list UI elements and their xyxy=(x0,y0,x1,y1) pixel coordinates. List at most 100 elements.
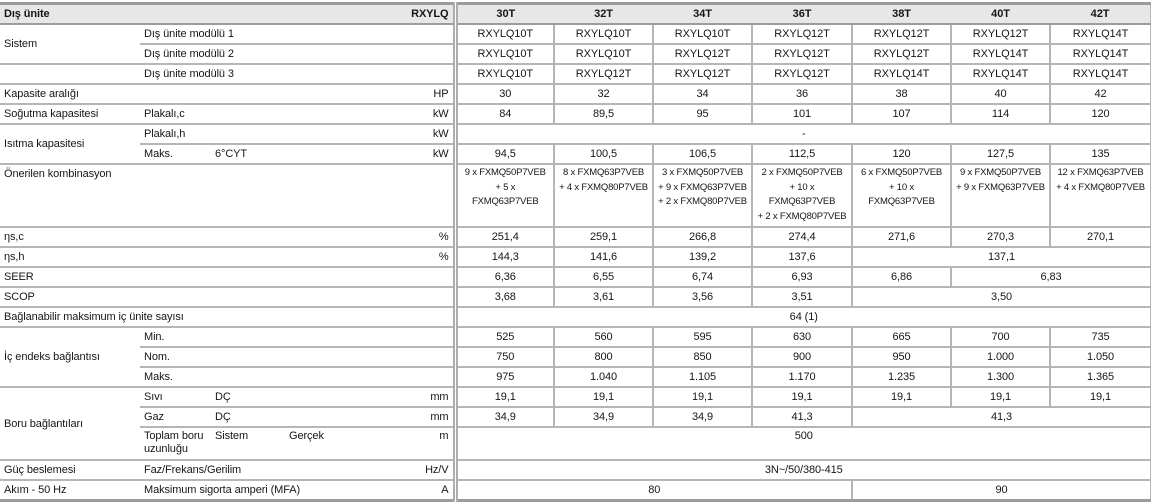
combination-cell: 6 x FXMQ50P7VEB + 10 x FXMQ63P7VEB xyxy=(851,163,951,227)
sub-label-nom: Nom. xyxy=(140,346,455,367)
data-cell: 1.170 xyxy=(751,366,852,387)
data-cell: 1.050 xyxy=(1049,346,1151,367)
row-label-boru: Boru bağlantıları xyxy=(0,386,140,460)
data-cell: 34 xyxy=(652,83,752,104)
data-cell: 1.000 xyxy=(950,346,1050,367)
row-max-indoor-units: Bağlanabilir maksimum iç ünite sayısı 64… xyxy=(0,306,1151,327)
data-cell: 850 xyxy=(652,346,752,367)
row-heating-capacity: Isıtma kapasitesi Plakalı,h kW - xyxy=(0,123,1151,164)
data-cell: RXYLQ12T xyxy=(950,23,1050,44)
data-cell: 42 xyxy=(1049,83,1151,104)
data-cell: 107 xyxy=(851,103,951,124)
unit-label: Hz/V xyxy=(370,459,455,480)
data-cell: 560 xyxy=(553,326,653,347)
data-cell: 36 xyxy=(751,83,852,104)
combination-cell: 3 x FXMQ50P7VEB + 9 x FXMQ63P7VEB + 2 x … xyxy=(652,163,752,227)
data-cell: RXYLQ10T xyxy=(652,23,752,44)
row-label-empty xyxy=(0,63,140,84)
row-system-module1: Sistem Dış ünite modülü 1 RXYLQ10T RXYLQ… xyxy=(0,23,1151,64)
data-cell: 19,1 xyxy=(553,386,653,407)
data-cell: 144,3 xyxy=(452,246,554,267)
data-cell: RXYLQ12T xyxy=(751,63,852,84)
data-cell: RXYLQ14T xyxy=(851,63,951,84)
data-cell: RXYLQ14T xyxy=(950,43,1050,64)
data-cell: 274,4 xyxy=(751,226,852,247)
model-series-label: RXYLQ xyxy=(370,3,455,25)
data-cell: 41,3 xyxy=(751,406,852,427)
data-cell: 30 xyxy=(452,83,554,104)
data-cell: 6,36 xyxy=(452,266,554,287)
data-cell: RXYLQ10T xyxy=(553,43,653,64)
sub-label-mfa: Maksimum sigorta amperi (MFA) xyxy=(140,479,370,501)
data-cell: 259,1 xyxy=(553,226,653,247)
row-label-eta-s-h: ηs,h xyxy=(0,246,370,267)
sub-label-faz: Faz/Frekans/Gerilim xyxy=(140,459,370,480)
data-cell: RXYLQ14T xyxy=(1049,43,1151,64)
data-cell: 19,1 xyxy=(950,386,1050,407)
data-cell: 3,56 xyxy=(652,286,752,307)
data-cell: RXYLQ14T xyxy=(1049,23,1151,44)
unit-label: % xyxy=(370,246,455,267)
row-label-sogutma: Soğutma kapasitesi xyxy=(0,103,140,124)
row-label-seer: SEER xyxy=(0,266,455,287)
data-cell: 127,5 xyxy=(950,143,1050,164)
table-header-row: Dış ünite RXYLQ 30T 32T 34T 36T 38T 40T … xyxy=(0,3,1151,25)
data-cell: 19,1 xyxy=(452,386,554,407)
data-cell: 950 xyxy=(851,346,951,367)
unit-label: mm xyxy=(370,386,455,407)
data-cell: RXYLQ14T xyxy=(950,63,1050,84)
row-label-baglanabilir: Bağlanabilir maksimum iç ünite sayısı xyxy=(0,306,455,327)
data-cell: 3N~/50/380-415 xyxy=(452,459,1151,480)
data-cell: 19,1 xyxy=(751,386,852,407)
sub-label-plakali-h: Plakalı,h xyxy=(140,123,370,144)
data-cell: 64 (1) xyxy=(452,306,1151,327)
row-system-module2: Dış ünite modülü 2 RXYLQ10T RXYLQ10T RXY… xyxy=(0,43,1151,64)
sub-label-toplam-boru: Toplam boru uzunluğu xyxy=(140,426,211,460)
data-cell: RXYLQ12T xyxy=(652,63,752,84)
row-capacity-range: Kapasite aralığı HP 30 32 34 36 38 40 42 xyxy=(0,83,1151,104)
data-cell: 89,5 xyxy=(553,103,653,124)
data-cell: 1.300 xyxy=(950,366,1050,387)
row-label-isitma: Isıtma kapasitesi xyxy=(0,123,140,164)
row-recommended-combination: Önerilen kombinasyon 9 x FXMQ50P7VEB + 5… xyxy=(0,163,1151,227)
row-piping-gas: Gaz DÇ mm 34,9 34,9 34,9 41,3 41,3 xyxy=(0,406,1151,427)
unit-label: kW xyxy=(370,103,455,124)
data-cell: 6,55 xyxy=(553,266,653,287)
row-index-nom: Nom. 750 800 850 900 950 1.000 1.050 xyxy=(0,346,1151,367)
data-cell: 38 xyxy=(851,83,951,104)
row-label-sistem: Sistem xyxy=(0,23,140,64)
row-label-guc: Güç beslemesi xyxy=(0,459,140,480)
data-cell: RXYLQ12T xyxy=(751,43,852,64)
data-cell: RXYLQ10T xyxy=(452,43,554,64)
column-header-30t: 30T xyxy=(452,3,554,25)
combination-cell: 9 x FXMQ50P7VEB + 9 x FXMQ63P7VEB xyxy=(950,163,1050,227)
row-piping-liquid: Boru bağlantıları Sıvı DÇ mm 19,1 19,1 1… xyxy=(0,386,1151,460)
row-cooling-capacity: Soğutma kapasitesi Plakalı,c kW 84 89,5 … xyxy=(0,103,1151,124)
data-cell: 3,61 xyxy=(553,286,653,307)
sub-label-dc: DÇ xyxy=(211,406,370,427)
data-cell: 251,4 xyxy=(452,226,554,247)
data-cell: 19,1 xyxy=(652,386,752,407)
data-cell: 630 xyxy=(751,326,852,347)
data-cell: 665 xyxy=(851,326,951,347)
sub-label-maks: Maks. xyxy=(140,143,211,164)
combination-cell: 2 x FXMQ50P7VEB + 10 x FXMQ63P7VEB + 2 x… xyxy=(751,163,852,227)
data-cell: 106,5 xyxy=(652,143,752,164)
row-scop: SCOP 3,68 3,61 3,56 3,51 3,50 xyxy=(0,286,1151,307)
data-cell: 94,5 xyxy=(452,143,554,164)
data-cell: RXYLQ12T xyxy=(652,43,752,64)
data-cell: 3,51 xyxy=(751,286,852,307)
column-header-34t: 34T xyxy=(653,3,752,25)
row-label-akim: Akım - 50 Hz xyxy=(0,479,140,501)
data-cell: 270,1 xyxy=(1049,226,1151,247)
unit-label: kW xyxy=(370,143,455,164)
sub-label-6cyt: 6°CYT xyxy=(211,143,370,164)
sub-label-module3: Dış ünite modülü 3 xyxy=(140,63,455,84)
row-label-onerilen: Önerilen kombinasyon xyxy=(0,163,455,227)
data-cell: RXYLQ12T xyxy=(553,63,653,84)
row-system-module3: Dış ünite modülü 3 RXYLQ10T RXYLQ12T RXY… xyxy=(0,63,1151,84)
data-cell: 271,6 xyxy=(851,226,951,247)
data-cell: 139,2 xyxy=(652,246,752,267)
data-cell: 3,50 xyxy=(851,286,1151,307)
